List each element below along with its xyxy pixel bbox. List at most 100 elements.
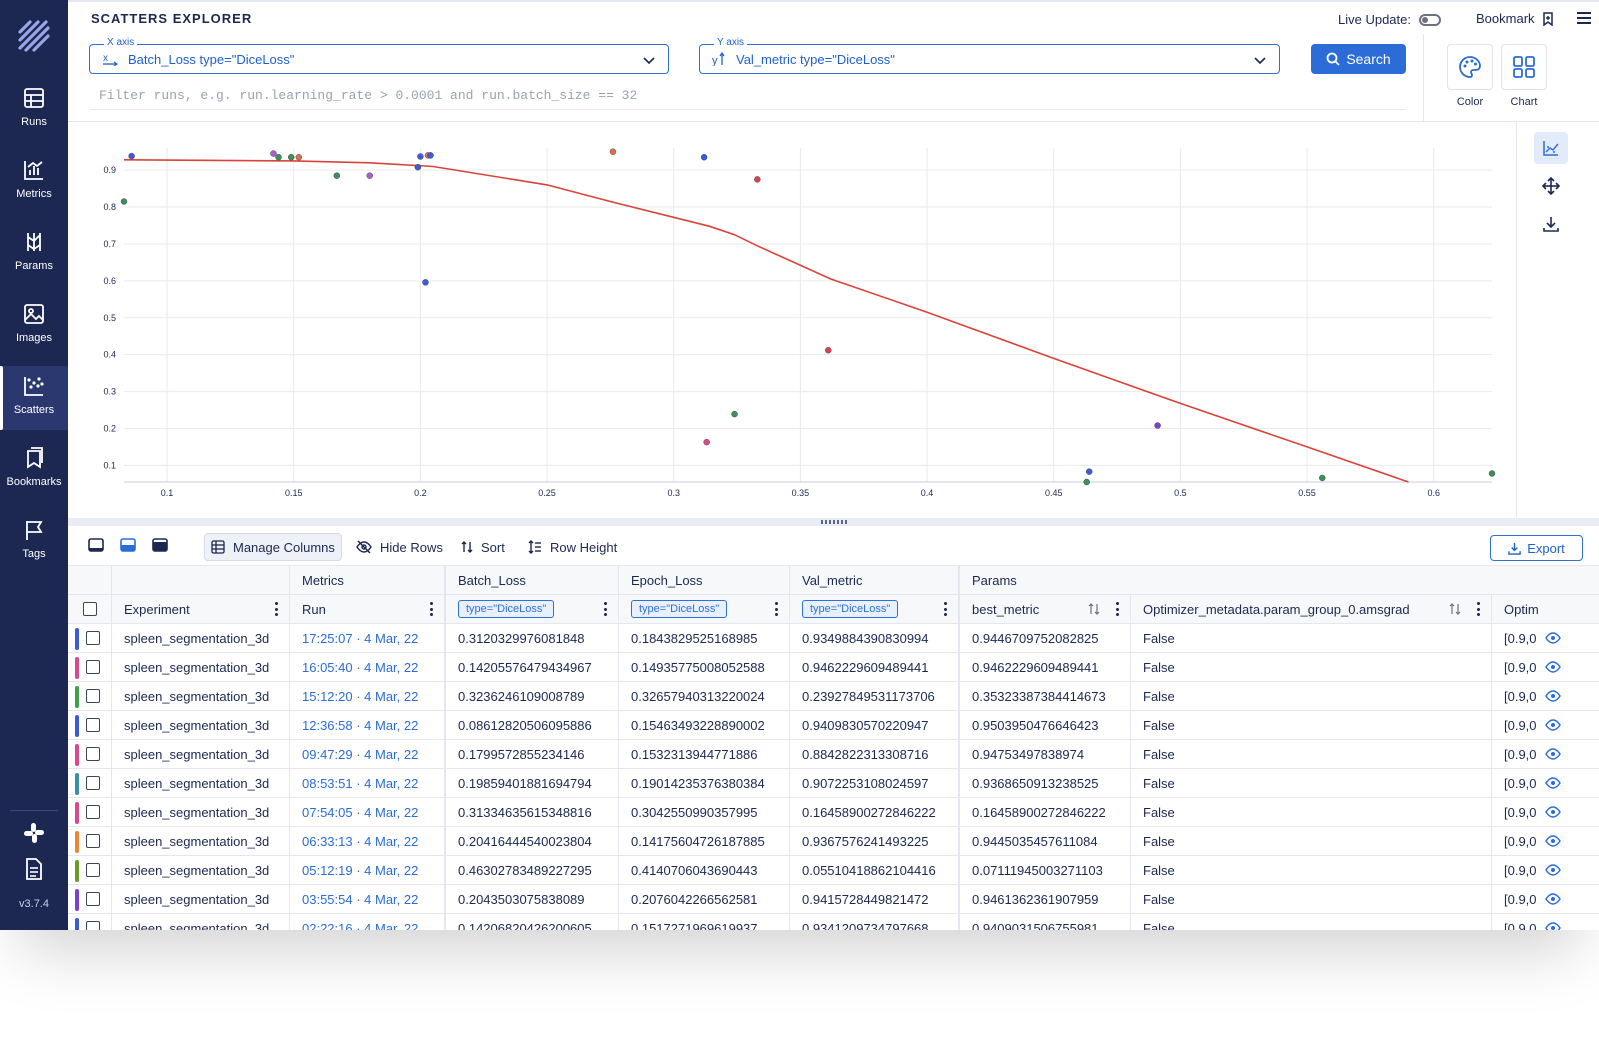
sidebar-item-runs[interactable]: Runs	[0, 78, 68, 142]
eye-icon[interactable]	[1545, 748, 1561, 760]
sidebar-item-scatters[interactable]: Scatters	[0, 366, 68, 430]
color-button[interactable]: Color	[1446, 44, 1494, 108]
table-min-icon[interactable]	[88, 538, 104, 552]
eye-icon[interactable]	[1545, 806, 1561, 818]
scatter-point[interactable]	[270, 150, 277, 157]
run-link[interactable]: 07:54:05 · 4 Mar, 22	[290, 798, 446, 826]
row-checkbox[interactable]	[85, 718, 100, 732]
row-checkbox[interactable]	[85, 805, 100, 819]
scatter-point[interactable]	[754, 176, 761, 183]
table-row[interactable]: spleen_segmentation_3d 15:12:20 · 4 Mar, …	[68, 682, 1599, 711]
header-experiment[interactable]: Experiment	[112, 595, 290, 623]
eye-icon[interactable]	[1545, 719, 1561, 731]
scatter-point[interactable]	[333, 172, 340, 179]
filter-input[interactable]: Filter runs, e.g. run.learning_rate > 0.…	[91, 82, 1406, 110]
table-row[interactable]: spleen_segmentation_3d 02:22:16 · 4 Mar, …	[68, 914, 1599, 930]
scatter-point[interactable]	[1488, 470, 1496, 477]
scatter-chart[interactable]: 0.1 0.15 0.2 0.25 0.3 0.35 0.4 0.45 0.5 0.55 0.6 0.…	[68, 122, 1516, 518]
hide-rows-button[interactable]: Hide Rows	[350, 533, 449, 561]
eye-icon[interactable]	[1545, 661, 1561, 673]
table-row[interactable]: spleen_segmentation_3d 12:36:58 · 4 Mar, …	[68, 711, 1599, 740]
table-row[interactable]: spleen_segmentation_3d 06:33:13 · 4 Mar, …	[68, 827, 1599, 856]
table-row[interactable]: spleen_segmentation_3d 17:25:07 · 4 Mar, …	[68, 624, 1599, 653]
docs-icon[interactable]	[0, 858, 68, 880]
table-row[interactable]: spleen_segmentation_3d 05:12:19 · 4 Mar, …	[68, 856, 1599, 885]
table-row[interactable]: spleen_segmentation_3d 16:05:40 · 4 Mar, …	[68, 653, 1599, 682]
scatter-point[interactable]	[414, 163, 422, 171]
row-checkbox[interactable]	[85, 660, 100, 674]
sidebar-item-bookmarks[interactable]: Bookmarks	[0, 438, 68, 502]
sort-icon[interactable]	[1088, 603, 1100, 615]
scatter-point[interactable]	[731, 410, 738, 418]
scatter-point[interactable]	[1319, 474, 1326, 482]
live-update-toggle[interactable]	[1419, 13, 1441, 26]
row-checkbox[interactable]	[85, 863, 100, 877]
aim-logo[interactable]	[16, 18, 52, 54]
scatter-point[interactable]	[366, 172, 373, 179]
scatter-point[interactable]	[128, 152, 135, 160]
scatter-point[interactable]	[1154, 422, 1161, 429]
sidebar-item-metrics[interactable]: Metrics	[0, 150, 68, 214]
chart-button[interactable]: Chart	[1500, 44, 1548, 108]
table-half-icon[interactable]	[120, 538, 136, 552]
scatter-plot-svg[interactable]: 0.1 0.15 0.2 0.25 0.3 0.35 0.4 0.45 0.5 0.55 0.6 0.…	[68, 122, 1516, 518]
scatter-point[interactable]	[1086, 468, 1093, 475]
sidebar-item-tags[interactable]: Tags	[0, 510, 68, 574]
sort-icon[interactable]	[1449, 603, 1461, 615]
header-epoch-loss[interactable]: type="DiceLoss"	[619, 595, 790, 623]
table-max-icon[interactable]	[152, 538, 168, 552]
scatter-point[interactable]	[417, 153, 424, 160]
y-axis-select[interactable]: Y axis y Val_metric type="DiceLoss"	[699, 37, 1280, 74]
row-checkbox[interactable]	[85, 689, 100, 703]
run-link[interactable]: 05:12:19 · 4 Mar, 22	[290, 856, 446, 884]
run-link[interactable]: 03:55:54 · 4 Mar, 22	[290, 885, 446, 913]
table-row[interactable]: spleen_segmentation_3d 03:55:54 · 4 Mar, …	[68, 885, 1599, 914]
run-link[interactable]: 12:36:58 · 4 Mar, 22	[290, 711, 446, 739]
row-checkbox[interactable]	[85, 921, 100, 930]
slack-icon[interactable]	[0, 822, 68, 844]
header-val-metric[interactable]: type="DiceLoss"	[790, 595, 960, 623]
eye-icon[interactable]	[1545, 690, 1561, 702]
column-menu-icon[interactable]	[775, 602, 779, 616]
row-checkbox[interactable]	[85, 776, 100, 790]
header-amsgrad[interactable]: Optimizer_metadata.param_group_0.amsgrad	[1131, 595, 1492, 623]
table-row[interactable]: spleen_segmentation_3d 09:47:29 · 4 Mar, …	[68, 740, 1599, 769]
scatter-point[interactable]	[703, 438, 710, 446]
manage-columns-button[interactable]: Manage Columns	[204, 533, 342, 561]
sidebar-item-params[interactable]: Params	[0, 222, 68, 286]
search-button[interactable]: Search	[1311, 44, 1406, 74]
eye-icon[interactable]	[1545, 777, 1561, 789]
table-row[interactable]: spleen_segmentation_3d 08:53:51 · 4 Mar, …	[68, 769, 1599, 798]
bookmark-button[interactable]: Bookmark	[1476, 11, 1555, 26]
trendline-tool[interactable]	[1534, 132, 1568, 164]
eye-icon[interactable]	[1545, 893, 1561, 905]
download-tool[interactable]	[1534, 208, 1568, 240]
header-batch-loss[interactable]: type="DiceLoss"	[446, 595, 619, 623]
header-optim[interactable]: Optim	[1504, 601, 1539, 617]
run-link[interactable]: 17:25:07 · 4 Mar, 22	[290, 624, 446, 652]
export-button[interactable]: Export	[1490, 535, 1583, 561]
column-menu-icon[interactable]	[1477, 602, 1481, 616]
scatter-point[interactable]	[609, 148, 617, 155]
run-link[interactable]: 09:47:29 · 4 Mar, 22	[290, 740, 446, 768]
pan-tool[interactable]	[1534, 170, 1568, 202]
scatter-point[interactable]	[295, 154, 303, 161]
column-menu-icon[interactable]	[604, 602, 608, 616]
eye-icon[interactable]	[1545, 922, 1561, 930]
column-menu-icon[interactable]	[275, 602, 279, 616]
menu-icon[interactable]	[1576, 11, 1592, 25]
column-menu-icon[interactable]	[430, 602, 434, 616]
scatter-point[interactable]	[700, 154, 708, 161]
scatter-point[interactable]	[1083, 478, 1090, 486]
run-link[interactable]: 02:22:16 · 4 Mar, 22	[290, 914, 446, 930]
header-run[interactable]: Run	[290, 595, 446, 623]
eye-icon[interactable]	[1545, 632, 1561, 644]
scatter-point[interactable]	[120, 198, 128, 205]
row-checkbox[interactable]	[85, 892, 100, 906]
row-checkbox[interactable]	[85, 631, 100, 645]
scatter-point[interactable]	[422, 279, 429, 286]
table-row[interactable]: spleen_segmentation_3d 07:54:05 · 4 Mar, …	[68, 798, 1599, 827]
run-link[interactable]: 06:33:13 · 4 Mar, 22	[290, 827, 446, 855]
scatter-point[interactable]	[427, 152, 434, 159]
eye-icon[interactable]	[1545, 835, 1561, 847]
